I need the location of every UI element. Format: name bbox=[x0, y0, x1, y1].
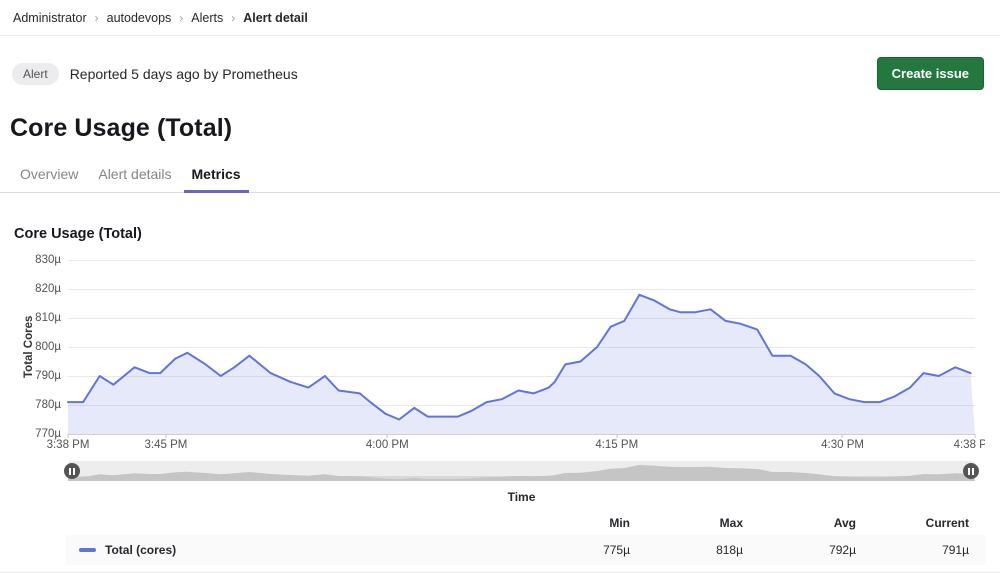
y-tick-label: 810µ bbox=[35, 312, 61, 324]
slider-handle-right[interactable] bbox=[963, 463, 979, 479]
legend-column-header: Min bbox=[609, 516, 630, 530]
metrics-panel: Core Usage (Total) Total Cores 830µ 820µ 8… bbox=[0, 226, 1000, 573]
x-axis-ticks: 3:38 PM 3:45 PM 4:00 PM 4:15 PM 4:30 PM 4:38 … bbox=[38, 434, 985, 454]
legend-column-header: Current bbox=[925, 516, 969, 530]
x-tick: 4:00 PM bbox=[366, 434, 409, 451]
slider-handle-left[interactable] bbox=[64, 463, 80, 479]
legend-stat-value: 818µ bbox=[716, 543, 743, 557]
x-tick: 3:38 PM bbox=[46, 434, 90, 451]
tab-overview[interactable]: Overview bbox=[20, 166, 79, 182]
y-tick-label: 800µ bbox=[35, 341, 61, 353]
gridline bbox=[68, 376, 975, 377]
legend-series-label: Total (cores) bbox=[105, 543, 177, 557]
breadcrumb-divider bbox=[0, 35, 1000, 36]
series-line bbox=[67, 293, 972, 421]
slider-minichart bbox=[68, 465, 975, 481]
gridline bbox=[68, 434, 975, 435]
y-axis-label: Total Cores bbox=[23, 315, 35, 379]
y-tick-label: 830µ bbox=[35, 254, 61, 266]
x-tick-mark bbox=[974, 434, 976, 438]
legend-series-name: Total (cores) bbox=[66, 543, 523, 557]
slider-minichart-canvas bbox=[68, 465, 975, 481]
x-axis-title: Time bbox=[507, 490, 536, 504]
series-area bbox=[68, 294, 975, 434]
x-tick-mark bbox=[67, 434, 69, 438]
x-tick-mark bbox=[165, 434, 167, 438]
chart-canvas[interactable] bbox=[67, 260, 975, 434]
time-range-slider[interactable] bbox=[64, 461, 979, 481]
x-tick-label: 4:30 PM bbox=[821, 439, 864, 451]
tab-metrics[interactable]: Metrics bbox=[183, 164, 249, 193]
breadcrumb-alert-detail: Alert detail bbox=[243, 11, 308, 25]
tab-bar: Overview Alert details Metrics bbox=[0, 164, 1000, 193]
legend-stat-value: 792µ bbox=[829, 543, 856, 557]
create-issue-button[interactable]: Create issue bbox=[876, 57, 984, 90]
y-tick-label: 780µ bbox=[35, 399, 61, 411]
gridline bbox=[68, 347, 975, 348]
x-tick: 4:15 PM bbox=[595, 434, 638, 451]
y-tick-label: 770µ bbox=[35, 428, 61, 440]
handle-grip-icon bbox=[73, 467, 75, 475]
y-tick-label: 820µ bbox=[35, 283, 61, 295]
handle-grip-icon bbox=[69, 467, 71, 475]
chart-title: Core Usage (Total) bbox=[14, 226, 142, 242]
x-tick: 4:30 PM bbox=[821, 434, 864, 451]
breadcrumb-administrator[interactable]: Administrator bbox=[13, 11, 87, 25]
page-title: Core Usage (Total) bbox=[10, 114, 233, 142]
handle-grip-icon bbox=[972, 467, 974, 475]
gridline bbox=[68, 289, 975, 290]
legend-stat-value: 775µ bbox=[603, 543, 630, 557]
gridline bbox=[68, 318, 975, 319]
breadcrumb-autodevops[interactable]: autodevops bbox=[106, 11, 172, 25]
x-tick-mark bbox=[386, 434, 388, 438]
legend-column-header: Avg bbox=[833, 516, 856, 530]
breadcrumb: Administrator › autodevops › Alerts › Al… bbox=[0, 0, 1000, 25]
legend-data-row[interactable]: Total (cores) 775µ 818µ 792µ 791µ bbox=[66, 535, 986, 565]
plot-area[interactable]: 830µ 820µ 810µ 800µ 790µ 780µ 770µ bbox=[35, 254, 975, 440]
x-tick-label: 3:38 PM bbox=[46, 439, 90, 451]
y-tick-label: 790µ bbox=[35, 370, 61, 382]
gridline bbox=[68, 405, 975, 406]
breadcrumb-alerts[interactable]: Alerts bbox=[191, 11, 224, 25]
x-tick-label: 3:45 PM bbox=[144, 439, 188, 451]
series-color-swatch bbox=[79, 548, 96, 552]
x-tick-mark bbox=[842, 434, 844, 438]
legend-column-header: Max bbox=[719, 516, 743, 530]
x-tick: 4:38 PM bbox=[954, 434, 985, 451]
x-tick-mark bbox=[616, 434, 618, 438]
chevron-right-icon: › bbox=[179, 11, 184, 25]
x-tick-label: 4:00 PM bbox=[365, 439, 409, 451]
reported-text: Reported 5 days ago by Prometheus bbox=[69, 65, 298, 82]
handle-grip-icon bbox=[968, 467, 970, 475]
alert-status-badge: Alert bbox=[12, 62, 59, 85]
alert-header: Alert Reported 5 days ago by Prometheus … bbox=[12, 57, 984, 90]
chevron-right-icon: › bbox=[94, 11, 99, 25]
chevron-right-icon: › bbox=[231, 11, 236, 25]
x-tick: 3:45 PM bbox=[144, 434, 188, 451]
gridline bbox=[68, 260, 975, 261]
tab-alert-details[interactable]: Alert details bbox=[98, 166, 172, 182]
legend-table: Min Max Avg Current Total (cores) 775µ 818µ 7… bbox=[66, 511, 986, 565]
x-tick-label: 4:38 PM bbox=[953, 439, 985, 451]
legend-stat-value: 791µ bbox=[942, 543, 969, 557]
chart-area: Total Cores 830µ 820µ 810µ 800µ 790µ 780µ 770µ… bbox=[23, 254, 985, 454]
x-tick-label: 4:15 PM bbox=[595, 439, 639, 451]
legend-header-row: Min Max Avg Current bbox=[66, 511, 986, 535]
